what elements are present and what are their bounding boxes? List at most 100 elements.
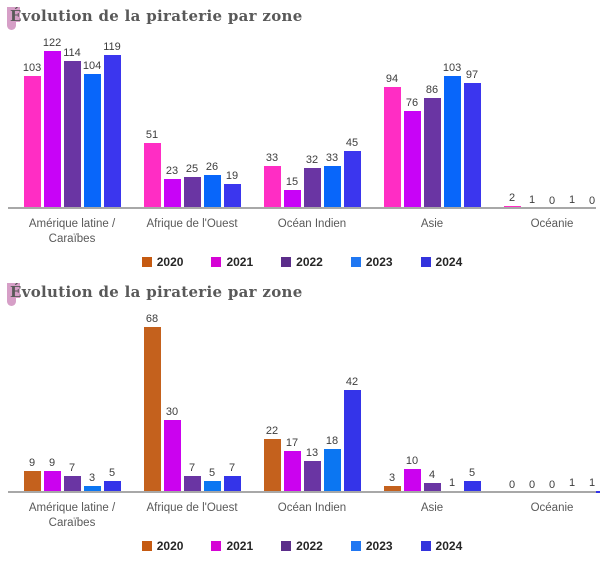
legend-swatch	[211, 541, 222, 551]
bar-column: 103	[23, 62, 41, 209]
bar-value-label: 15	[285, 176, 299, 188]
bar-2024	[103, 481, 121, 493]
bar-2020	[263, 439, 281, 493]
bar-2020	[263, 166, 281, 209]
bar-column: 42	[343, 376, 361, 493]
bar-2022	[183, 177, 201, 209]
bar-column: 68	[143, 313, 161, 493]
bar-column: 30	[163, 406, 181, 493]
bar-2023	[83, 486, 101, 493]
bar-2023	[323, 449, 341, 493]
legend-label: 2024	[435, 539, 463, 553]
legend-label: 2021	[226, 539, 254, 553]
bar-value-label: 9	[48, 457, 56, 469]
bar-column: 0	[584, 195, 600, 209]
bar-value-label: 122	[42, 37, 62, 49]
bar-column: 7	[223, 462, 241, 493]
bar-2021	[43, 471, 61, 493]
bar-column: 3	[383, 472, 401, 493]
bar-column: 45	[343, 137, 361, 209]
bar-2024	[463, 481, 481, 493]
bar-column: 13	[303, 447, 321, 493]
legend-swatch	[281, 257, 292, 267]
legend-item-2020: 2020	[141, 255, 183, 269]
category-group: 94 76 86 103 97 Asie	[372, 33, 492, 251]
bar-column: 3	[83, 472, 101, 493]
legend-swatch	[420, 541, 431, 551]
bar-2020	[143, 327, 161, 493]
bar-2024	[343, 390, 361, 493]
bar-column: 7	[183, 462, 201, 493]
legend-label: 2020	[156, 539, 184, 553]
title-accent-mark	[7, 7, 20, 30]
category-label: Amérique latine / Caraïbes	[28, 502, 116, 529]
bar-column: 0	[544, 195, 561, 209]
bar-2023	[323, 166, 341, 209]
chart-title-text: Évolution de la piraterie par zone	[10, 7, 303, 25]
bar-cluster: 103 122 114 104 119	[23, 33, 121, 209]
legend-swatch	[281, 541, 292, 551]
x-axis-line	[8, 491, 596, 493]
legend-item-2020: 2020	[141, 539, 184, 553]
bar-cluster: 94 76 86 103 97	[383, 33, 481, 209]
legend-swatch	[141, 257, 152, 267]
bar-column: 104	[83, 60, 101, 209]
category-group: 0 0 0 1 1 Océanie	[492, 309, 600, 535]
bar-value-label: 17	[285, 437, 299, 449]
bar-value-label: 2	[508, 192, 516, 204]
legend-swatch	[350, 541, 361, 551]
bar-value-label: 1	[528, 194, 536, 206]
bar-column: 94	[383, 73, 401, 209]
chart-top: Évolution de la piraterie par zone 103 12…	[7, 5, 596, 271]
bar-value-label: 5	[108, 467, 116, 479]
bar-2023	[203, 481, 221, 493]
bar-2021	[403, 111, 421, 209]
bar-2024	[343, 151, 361, 209]
bar-value-label: 9	[28, 457, 36, 469]
bar-value-label: 76	[405, 97, 419, 109]
bar-value-label: 22	[265, 425, 279, 437]
bar-cluster: 68 30 7 5 7	[143, 309, 241, 493]
legend-item-2023: 2023	[350, 539, 393, 553]
bar-column: 119	[103, 41, 121, 209]
bar-value-label: 5	[208, 467, 216, 479]
bar-2022	[183, 476, 201, 493]
bar-value-label: 3	[388, 472, 396, 484]
category-label: Afrique de l'Ouest	[146, 502, 238, 514]
bar-value-label: 97	[465, 69, 479, 81]
category-group: 2 1 0 1 0 Océanie	[492, 33, 600, 251]
bar-column: 18	[323, 435, 341, 493]
bar-column: 114	[63, 47, 81, 209]
bar-cluster: 22 17 13 18 42	[263, 309, 361, 493]
bar-column: 0	[544, 479, 561, 493]
bar-value-label: 114	[63, 47, 81, 59]
bar-2022	[423, 483, 441, 493]
chart-title: Évolution de la piraterie par zone	[7, 5, 596, 30]
bar-2024	[223, 476, 241, 493]
legend-swatch	[141, 541, 152, 551]
category-group: 3 10 4 1 5 Asie	[372, 309, 492, 535]
bar-column: 5	[103, 467, 121, 493]
bar-value-label: 86	[425, 84, 439, 96]
chart-legend: 2020 2021 2022 2023 2024	[8, 251, 596, 271]
category-group: 51 23 25 26 19 Afrique de l'Ouest	[132, 33, 252, 251]
bar-2023	[443, 76, 461, 209]
bar-column: 9	[23, 457, 41, 493]
title-accent-mark	[7, 283, 20, 306]
bar-value-label: 94	[385, 73, 399, 85]
legend-label: 2022	[296, 255, 323, 269]
bar-value-label: 23	[165, 165, 179, 177]
bar-column: 0	[504, 479, 521, 493]
x-axis-line	[8, 207, 596, 209]
bar-value-label: 3	[88, 472, 96, 484]
category-group: 9 9 7 3 5 Amérique latine / Caraïbes	[12, 309, 132, 535]
legend-swatch	[420, 257, 431, 267]
bar-column: 7	[63, 462, 81, 493]
bar-2021	[163, 420, 181, 493]
category-group: 33 15 32 33 45 Océan Indien	[252, 33, 372, 251]
bar-value-label: 0	[548, 195, 556, 207]
bar-column: 103	[443, 62, 461, 209]
bar-2022	[423, 98, 441, 209]
